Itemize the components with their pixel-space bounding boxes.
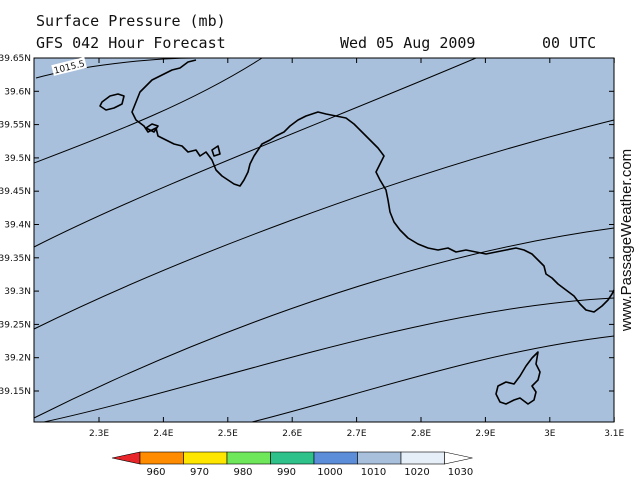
legend-swatch [400,451,445,465]
isobar-line [33,119,615,330]
coastline-cabrera [495,351,541,405]
legend-label: 970 [190,467,209,478]
legend-label: 1020 [404,467,429,478]
legend-labels: 960 970 980 990 1000 1010 1020 1030 [146,467,473,478]
color-legend: 960 970 980 990 1000 1010 1020 1030 [111,451,473,478]
lat-tick-label: 39.2N [4,354,31,364]
watermark: www.PassageWeather.com [618,149,635,332]
legend-label: 980 [233,467,252,478]
isobar-line [33,227,615,419]
lat-tick-label: 39.55N [0,121,31,131]
coastline-bay-of-pollensa [145,123,159,133]
lon-tick-label: 3.1E [604,429,624,439]
legend-label: 1000 [317,467,342,478]
coastline [99,59,615,405]
map-ocean [33,57,615,423]
legend-swatch [139,451,184,465]
legend-swatch [270,451,315,465]
coastline-main [131,59,615,313]
legend-swatch [226,451,271,465]
isobar-line [43,297,615,423]
isobar-line [251,335,615,423]
coastline-inlet [211,145,221,157]
legend-swatch [313,451,358,465]
lon-ticks: 2.3E 2.4E 2.5E 2.6E 2.7E 2.8E 2.9E 3E 3.1E [89,58,625,439]
forecast-model: GFS 042 Hour Forecast [36,34,226,52]
lat-tick-label: 39.65N [0,54,31,64]
chart-title: Surface Pressure (mb) [36,12,226,30]
lat-tick-label: 39.15N [0,387,31,397]
lat-ticks: 39.65N 39.6N 39.55N 39.5N 39.45N 39.4N 39.35N 3… [0,54,614,397]
legend-label: 1010 [361,467,386,478]
lat-tick-label: 39.45N [0,187,31,197]
svg-text:www.PassageWeather.com: www.PassageWeather.com [618,149,635,332]
isobar-line [33,57,263,164]
lon-tick-label: 2.8E [411,429,431,439]
forecast-time: 00 UTC [542,34,597,52]
lat-tick-label: 39.6N [4,87,31,97]
isobar-line [33,57,477,248]
legend-swatch [444,451,473,465]
latitude-axis: 39.65N 39.6N 39.55N 39.5N 39.45N 39.4N 39.35N 3… [0,54,614,397]
lon-tick-label: 2.9E [475,429,495,439]
lat-tick-label: 39.25N [0,320,31,330]
lon-tick-label: 2.3E [89,429,109,439]
lon-tick-label: 2.6E [282,429,302,439]
longitude-axis: 2.3E 2.4E 2.5E 2.6E 2.7E 2.8E 2.9E 3E 3.1E [89,58,625,439]
legend-label: 1030 [448,467,473,478]
lon-tick-label: 2.7E [347,429,367,439]
forecast-date: Wed 05 Aug 2009 [340,34,476,52]
legend-swatch [111,451,141,465]
lat-tick-label: 39.5N [4,154,31,164]
isobar-line [35,57,197,79]
coastline-northwest [99,93,125,111]
isobars [33,57,615,423]
lon-tick-label: 2.5E [218,429,238,439]
lat-tick-label: 39.4N [4,221,31,231]
lat-tick-label: 39.35N [0,254,31,264]
legend-swatch [357,451,402,465]
lon-tick-label: 2.4E [153,429,173,439]
legend-label: 990 [277,467,296,478]
legend-label: 960 [146,467,165,478]
lon-tick-label: 3E [544,429,556,439]
lat-tick-label: 39.3N [4,287,31,297]
legend-swatch [183,451,228,465]
legend-swatches [111,451,473,465]
